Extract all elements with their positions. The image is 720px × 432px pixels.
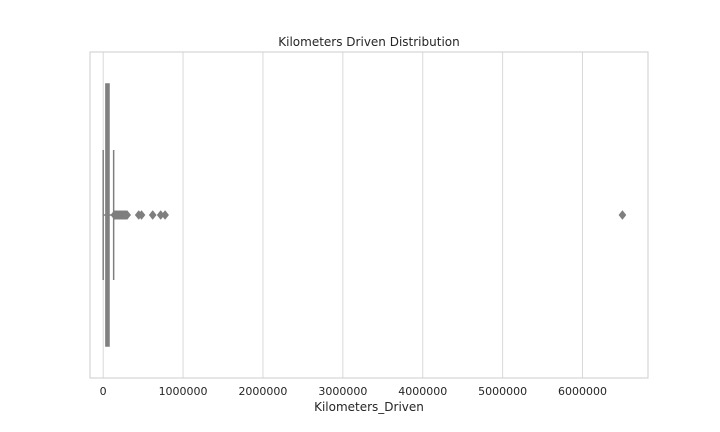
outlier-group [110,210,627,220]
x-tick-label: 5000000 [478,385,527,398]
outlier-point [618,210,627,220]
x-axis-label: Kilometers_Driven [314,400,424,414]
x-tick-label: 6000000 [558,385,607,398]
x-tick-label: 3000000 [318,385,367,398]
outlier-point [137,210,146,220]
x-tick-labels: 0 1000000 2000000 3000000 4000000 5000000 6000… [100,385,607,398]
x-tick-label: 1000000 [159,385,208,398]
grid-lines [102,52,583,378]
plot-frame [89,51,649,379]
box-group [102,83,115,347]
outlier-point [123,210,132,220]
outlier-point [161,210,170,220]
x-tick-label: 4000000 [398,385,447,398]
outlier-point [148,210,157,220]
x-tick-label: 2000000 [238,385,287,398]
chart-title: Kilometers Driven Distribution [278,35,459,49]
x-tick-label: 0 [100,385,107,398]
